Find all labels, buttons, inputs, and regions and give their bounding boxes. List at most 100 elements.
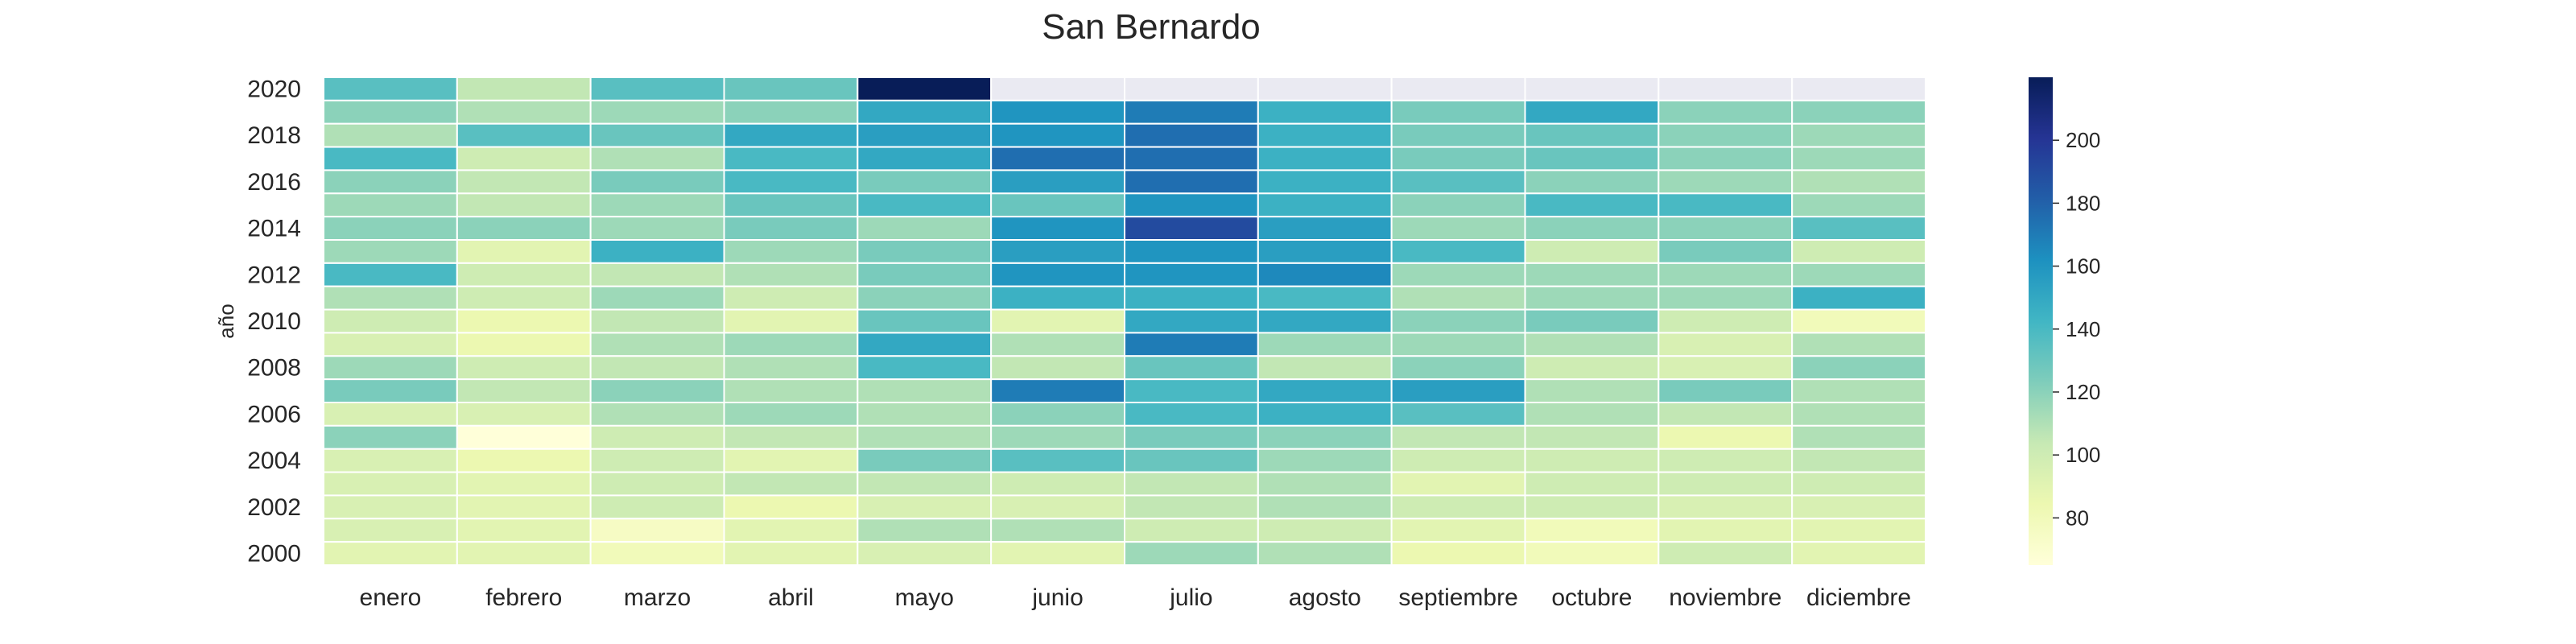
heatmap-cell — [990, 169, 1125, 195]
heatmap-cell — [723, 471, 859, 497]
y-tick-label: 2006 — [247, 401, 301, 427]
heatmap-cell — [1791, 99, 1927, 125]
heatmap-cell — [1390, 402, 1526, 427]
heatmap-cell — [990, 402, 1125, 427]
heatmap-cell — [1524, 332, 1660, 357]
heatmap-cell — [589, 308, 725, 334]
heatmap-cell — [589, 146, 725, 171]
heatmap-cell — [1257, 355, 1393, 381]
heatmap-cell — [456, 76, 592, 101]
heatmap-cell — [723, 402, 859, 427]
heatmap-cell — [456, 146, 592, 171]
heatmap-cell — [723, 332, 859, 357]
heatmap-cell — [1657, 518, 1794, 543]
heatmap-cell — [1524, 285, 1660, 311]
heatmap-cell — [1524, 169, 1660, 195]
heatmap-cell — [723, 494, 859, 520]
y-axis-label: año — [214, 303, 238, 338]
heatmap-cell — [1791, 239, 1927, 264]
heatmap-cell — [323, 424, 458, 450]
heatmap-cell — [1524, 192, 1660, 218]
heatmap-cell — [723, 285, 859, 311]
heatmap-cell — [990, 494, 1125, 520]
heatmap-cell — [323, 76, 458, 101]
heatmap-cell — [723, 308, 859, 334]
heatmap-cell — [1524, 308, 1660, 334]
heatmap-cell — [589, 355, 725, 381]
heatmap-cell — [1390, 146, 1526, 171]
heatmap-cell — [1657, 332, 1794, 357]
heatmap-cell — [1124, 122, 1259, 148]
chart-title: San Bernardo — [1042, 7, 1261, 47]
heatmap-cell — [1390, 216, 1526, 241]
heatmap-cell — [1791, 169, 1927, 195]
heatmap-cell — [990, 541, 1125, 567]
heatmap-cell — [990, 122, 1125, 148]
heatmap-cell — [456, 122, 592, 148]
heatmap-cell — [1524, 448, 1660, 473]
heatmap-cell — [1791, 424, 1927, 450]
heatmap-cell — [723, 541, 859, 567]
heatmap-cell — [1390, 285, 1526, 311]
y-tick-label: 2000 — [247, 541, 301, 568]
heatmap-cell — [990, 308, 1125, 334]
heatmap-cell — [1657, 308, 1794, 334]
heatmap-cell — [1791, 402, 1927, 427]
x-tick-label: julio — [1169, 584, 1212, 611]
heatmap-cell — [723, 518, 859, 543]
heatmap-cell — [1657, 402, 1794, 427]
colorbar-tick-label: 200 — [2066, 128, 2100, 152]
heatmap-cell — [456, 308, 592, 334]
y-tick-label: 2002 — [247, 494, 301, 521]
heatmap-cell — [857, 378, 993, 403]
heatmap-cell — [723, 146, 859, 171]
y-tick-label: 2008 — [247, 355, 301, 382]
heatmap-cell — [1524, 355, 1660, 381]
colorbar-tick-label: 180 — [2066, 191, 2100, 215]
heatmap-cell — [1257, 541, 1393, 567]
heatmap-cell — [1657, 122, 1794, 148]
heatmap-cell — [1657, 169, 1794, 195]
heatmap-cell — [589, 448, 725, 473]
heatmap-cell — [857, 169, 993, 195]
x-tick-label: marzo — [624, 584, 691, 611]
heatmap-cell — [990, 216, 1125, 241]
colorbar-tick-label: 160 — [2066, 254, 2100, 279]
heatmap-cell — [323, 169, 458, 195]
heatmap-cell — [1657, 541, 1794, 567]
heatmap-cell — [1524, 122, 1660, 148]
heatmap-cell — [857, 262, 993, 287]
heatmap-cell — [1124, 518, 1259, 543]
heatmap-cell — [589, 216, 725, 241]
heatmap-cell — [589, 169, 725, 195]
heatmap-cell — [1124, 262, 1259, 287]
heatmap-cell — [723, 424, 859, 450]
heatmap-cell — [857, 216, 993, 241]
heatmap-cell — [1124, 424, 1259, 450]
heatmap-cell — [1791, 285, 1927, 311]
heatmap-cell — [1791, 332, 1927, 357]
heatmap-cell — [857, 355, 993, 381]
heatmap-cell — [323, 471, 458, 497]
heatmap-cell — [1390, 76, 1526, 101]
heatmap-cell — [857, 424, 993, 450]
heatmap-cell — [1390, 308, 1526, 334]
heatmap-cell — [1124, 355, 1259, 381]
heatmap-cell — [589, 239, 725, 264]
heatmap-cell — [323, 518, 458, 543]
heatmap-cell — [1257, 471, 1393, 497]
heatmap-cell — [456, 99, 592, 125]
heatmap-cell — [990, 332, 1125, 357]
heatmap-cell — [1257, 402, 1393, 427]
heatmap-cell — [1390, 192, 1526, 218]
heatmap-cell — [1657, 355, 1794, 381]
heatmap-cell — [1390, 448, 1526, 473]
heatmap-cell — [723, 122, 859, 148]
heatmap-cell — [1657, 471, 1794, 497]
colorbar — [2029, 77, 2053, 565]
y-tick-label: 2012 — [247, 262, 301, 288]
heatmap-cell — [1390, 332, 1526, 357]
heatmap-cell — [857, 402, 993, 427]
heatmap-cell — [1124, 216, 1259, 241]
heatmap-cell — [1257, 76, 1393, 101]
